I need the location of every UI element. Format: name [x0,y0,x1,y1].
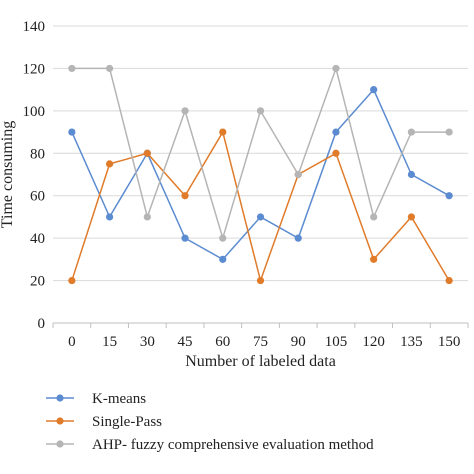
data-point [219,128,227,136]
legend-item: AHP- fuzzy comprehensive evaluation meth… [46,437,374,453]
legend-marker [56,394,64,402]
x-tick-label: 60 [215,334,230,350]
data-point [294,234,302,242]
series-1 [68,128,453,285]
data-point [294,170,302,179]
gridlines [53,25,468,282]
data-point [181,234,189,242]
legend-label: Single-Pass [92,414,162,430]
data-point [219,255,227,263]
x-tick-label: 90 [291,334,306,350]
legend-marker [56,440,64,448]
x-tick-label: 105 [325,334,348,350]
data-point [105,64,114,73]
y-tick-label: 60 [30,189,45,205]
data-point [181,192,189,200]
y-axis-title: Time consuming [0,121,16,228]
y-tick-label: 100 [23,104,46,120]
legend-item: K-means [46,391,146,407]
data-point [370,255,378,263]
x-tick-labels: 0 15 30 45 60 75 90 105 120 135 150 [68,334,460,350]
data-point [407,213,416,221]
data-point [181,107,189,115]
data-point [143,213,151,221]
y-tick-label: 140 [23,19,46,35]
data-point [332,128,340,136]
data-point [370,213,378,221]
series-lines [68,64,453,285]
y-tick-label: 0 [38,316,46,332]
data-point [68,64,76,73]
legend-item: Single-Pass [46,414,162,430]
x-tick-label: 45 [178,334,193,350]
data-point [105,213,114,221]
legend: K-means Single-Pass AHP- fuzzy comprehensi… [46,391,374,453]
data-point [256,107,265,115]
x-tick-label: 0 [68,334,76,350]
data-point [219,234,227,242]
y-tick-label: 20 [30,274,45,290]
series-line [71,130,450,284]
x-tick-label: 30 [140,334,155,350]
y-tick-label: 80 [30,146,45,162]
data-point [332,64,340,73]
x-tick-label: 150 [438,334,461,350]
data-point [407,170,416,179]
y-tick-label: 120 [23,61,46,77]
data-point [256,213,265,221]
y-tick-labels: 0 20 40 60 80 100 120 140 [23,19,46,332]
x-tick-label: 75 [253,334,268,350]
data-point [256,276,265,285]
data-point [68,276,76,285]
series-2 [68,64,453,242]
x-tick-label: 15 [102,334,117,350]
data-point [445,276,453,285]
x-axis-title: Number of labeled data [185,353,336,370]
legend-marker [56,417,64,425]
legend-label: K-means [92,391,146,407]
data-point [445,128,453,136]
x-tick-label: 120 [362,334,385,350]
legend-label: AHP- fuzzy comprehensive evaluation meth… [92,437,374,453]
data-point [332,149,340,157]
x-tick-label: 135 [400,334,423,350]
y-tick-label: 40 [30,231,45,247]
data-point [407,128,416,136]
data-point [68,128,76,136]
data-point [105,160,114,168]
data-point [370,86,378,94]
data-point [445,192,453,200]
data-point [143,149,151,157]
axes [52,322,469,328]
